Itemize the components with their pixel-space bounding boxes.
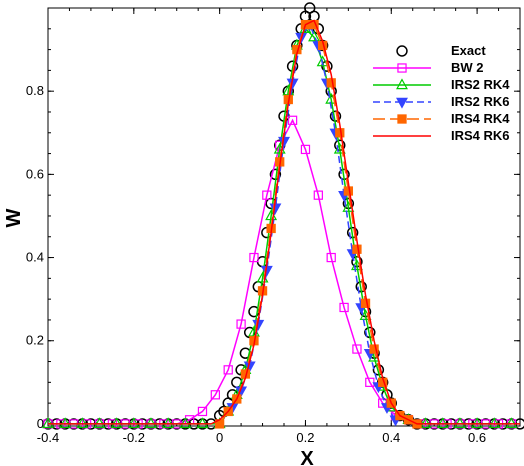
x-tick-label: 0.4: [382, 430, 400, 445]
x-tick-label: -0.4: [37, 430, 59, 445]
data-point: [436, 417, 449, 429]
series-5: [48, 19, 520, 425]
y-tick-label: 0: [37, 416, 44, 431]
y-tick-label: 0.6: [26, 166, 44, 181]
legend-item-5: IRS4 RK6: [373, 128, 510, 143]
data-point: [145, 417, 157, 429]
data-point: [505, 417, 518, 429]
legend-item-0: Exact: [396, 43, 486, 58]
data-point: [59, 417, 72, 429]
legend-label: BW 2: [451, 60, 484, 75]
data-point: [262, 190, 272, 200]
data-point: [196, 417, 209, 429]
legend-label: IRS2 RK6: [451, 94, 510, 109]
data-point: [93, 417, 106, 429]
data-point: [360, 298, 371, 308]
data-point: [335, 128, 345, 138]
data-point: [76, 417, 89, 429]
data-point: [210, 390, 220, 400]
legend-label: Exact: [451, 43, 486, 58]
legend: Exact BW 2 IRS2 RK4 IRS2 RK6 IRS4 RK4 IRS4 RK…: [373, 43, 510, 143]
legend-label: IRS2 RK4: [451, 77, 510, 92]
legend-marker: [396, 78, 408, 90]
legend-label: IRS4 RK6: [451, 128, 510, 143]
data-point: [453, 417, 466, 429]
data-point: [179, 417, 192, 429]
series-line: [231, 23, 397, 421]
y-axis: 0 0.2 0.4 0.6 0.8: [26, 7, 520, 431]
x-tick-label: 0: [216, 430, 223, 445]
legend-item-4: IRS4 RK4: [373, 111, 510, 126]
data-point: [249, 252, 259, 263]
data-point: [369, 344, 379, 354]
series-3: [226, 20, 402, 427]
legend-marker: [396, 97, 408, 109]
data-point: [110, 417, 123, 429]
data-point: [313, 190, 323, 200]
data-point: [343, 186, 354, 196]
legend-marker: [396, 45, 408, 57]
legend-marker: [397, 114, 407, 124]
plot-frame: [47, 7, 521, 427]
data-point: [236, 319, 246, 329]
data-point: [326, 78, 336, 88]
legend-item-2: IRS2 RK4: [373, 77, 510, 92]
legend-marker: [397, 63, 407, 73]
series-line: [48, 27, 512, 425]
plot-border: [47, 7, 521, 427]
data-point: [308, 30, 321, 42]
data-point: [352, 244, 362, 254]
series-2: [42, 22, 518, 429]
x-tick-label: 0.6: [468, 430, 486, 445]
data-point: [326, 252, 336, 263]
x-axis: -0.4 -0.2 0 0.2 0.4 0.6: [37, 8, 521, 445]
data-point: [471, 417, 484, 429]
data-point: [339, 302, 349, 313]
data-point: [42, 417, 54, 429]
y-tick-label: 0.2: [26, 333, 44, 348]
data-point: [223, 365, 233, 375]
y-tick-label: 0.8: [26, 83, 44, 98]
data-point: [287, 115, 298, 125]
data-point: [419, 417, 432, 429]
data-point: [162, 417, 175, 429]
y-tick-label: 0.4: [26, 250, 44, 265]
data-point: [488, 417, 501, 429]
x-tick-label: 0.2: [296, 430, 314, 445]
legend-item-3: IRS2 RK6: [373, 94, 510, 109]
x-axis-title: X: [300, 448, 314, 466]
data-point: [316, 55, 329, 67]
data-point: [352, 344, 362, 354]
data-point: [127, 417, 140, 429]
legend-item-1: BW 2: [373, 60, 484, 75]
y-axis-title: W: [3, 208, 25, 227]
series-layer: [42, 2, 524, 430]
data-point: [300, 144, 311, 155]
legend-label: IRS4 RK4: [451, 111, 510, 126]
x-tick-label: -0.2: [123, 430, 145, 445]
series-line: [48, 19, 520, 425]
data-point: [197, 406, 208, 417]
